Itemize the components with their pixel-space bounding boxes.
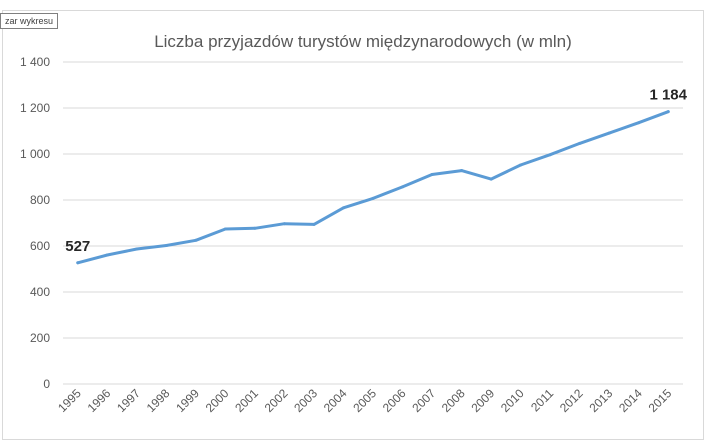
data-point	[164, 244, 168, 248]
x-tick-label: 2001	[232, 386, 261, 415]
x-tick-label: 2012	[557, 386, 586, 415]
data-point	[666, 110, 670, 114]
data-point	[341, 206, 345, 210]
x-tick-label: 2013	[587, 386, 616, 415]
data-point	[637, 121, 641, 125]
x-tick-label: 1997	[114, 386, 143, 415]
data-point	[312, 222, 316, 226]
data-point	[371, 196, 375, 200]
data-point	[607, 131, 611, 135]
data-point	[253, 226, 257, 230]
y-tick-label: 0	[43, 377, 50, 391]
data-point	[489, 177, 493, 181]
chart-area-tooltip: zar wykresu	[0, 13, 59, 29]
data-point	[430, 172, 434, 176]
y-tick-label: 200	[30, 331, 50, 345]
x-tick-label: 2000	[203, 386, 232, 415]
data-point	[194, 238, 198, 242]
chart-title: Liczba przyjazdów turystów międzynarodow…	[154, 32, 572, 51]
x-tick-label: 2011	[528, 386, 556, 414]
y-tick-label: 800	[30, 193, 50, 207]
x-tick-label: 2005	[350, 386, 379, 415]
x-tick-label: 1998	[144, 386, 173, 415]
x-tick-label: 2007	[409, 386, 438, 415]
data-point	[223, 227, 227, 231]
x-tick-label: 2003	[291, 386, 320, 415]
data-point	[401, 185, 405, 189]
x-tick-label: 1995	[55, 386, 84, 415]
x-tick-label: 2008	[439, 386, 468, 415]
data-label: 527	[65, 238, 90, 255]
data-point	[578, 141, 582, 145]
x-tick-label: 2004	[321, 386, 350, 415]
y-tick-label: 1 000	[20, 147, 50, 161]
data-point	[105, 253, 109, 257]
data-point	[460, 169, 464, 173]
data-point	[548, 153, 552, 157]
x-tick-label: 2014	[616, 386, 645, 415]
y-tick-label: 600	[30, 239, 50, 253]
data-label: 1 184	[649, 87, 687, 104]
data-point	[76, 261, 80, 265]
series-line	[76, 110, 670, 265]
x-tick-label: 2009	[468, 386, 497, 415]
x-tick-label: 2010	[498, 386, 527, 415]
x-tick-label: 2006	[380, 386, 409, 415]
x-tick-label: 2015	[646, 386, 675, 415]
data-point	[135, 247, 139, 251]
x-tick-label: 1999	[173, 386, 202, 415]
chart-area[interactable]	[2, 10, 704, 440]
y-tick-label: 400	[30, 285, 50, 299]
data-point	[519, 163, 523, 167]
x-tick-label: 2002	[262, 386, 291, 415]
x-tick-label: 1996	[85, 386, 114, 415]
data-point	[282, 222, 286, 226]
y-tick-label: 1 400	[20, 55, 50, 69]
y-tick-label: 1 200	[20, 101, 50, 115]
